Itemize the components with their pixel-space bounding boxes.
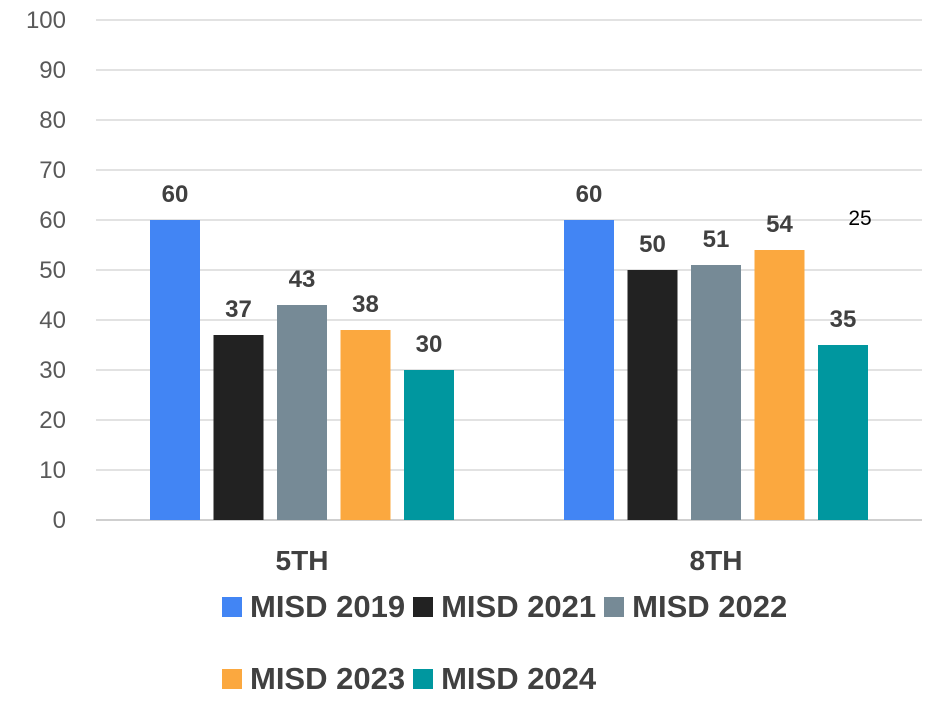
legend-swatch [413, 597, 433, 617]
legend-label: MISD 2021 [441, 589, 596, 625]
bar [564, 220, 614, 520]
bar [404, 370, 454, 520]
legend: MISD 2019 MISD 2021 MISD 2022 MISD 2023 … [222, 582, 922, 726]
bar-chart: 0 10 20 30 40 50 60 70 80 90 100 60 37 43 38 30 60 50 51 5… [0, 0, 930, 578]
data-label: 60 [162, 181, 189, 208]
y-tick-label: 80 [39, 107, 66, 134]
bar [628, 270, 678, 520]
data-label: 37 [225, 296, 252, 323]
data-label: 50 [639, 231, 666, 258]
legend-label: MISD 2023 [250, 661, 405, 697]
y-tick-label: 10 [39, 457, 66, 484]
bar [818, 345, 868, 520]
legend-swatch [413, 669, 433, 689]
legend-item-misd-2021: MISD 2021 [413, 589, 596, 625]
data-label: 43 [289, 266, 316, 293]
legend-label: MISD 2024 [441, 661, 596, 697]
legend-item-misd-2022: MISD 2022 [604, 589, 787, 625]
data-label: 54 [766, 211, 793, 238]
legend-label: MISD 2019 [250, 589, 405, 625]
bar [755, 250, 805, 520]
legend-row: MISD 2019 MISD 2021 MISD 2022 [222, 582, 922, 632]
y-tick-label: 20 [39, 407, 66, 434]
y-tick-label: 50 [39, 257, 66, 284]
bar [277, 305, 327, 520]
y-axis-ticks: 0 10 20 30 40 50 60 70 80 90 100 [26, 7, 66, 534]
y-tick-label: 0 [53, 507, 66, 534]
y-tick-label: 30 [39, 357, 66, 384]
legend-swatch [222, 597, 242, 617]
x-category-label: 8TH [690, 545, 743, 576]
legend-row: MISD 2023 MISD 2024 [222, 654, 922, 704]
y-tick-label: 90 [39, 57, 66, 84]
data-label: 60 [576, 181, 603, 208]
x-axis-categories: 5TH 8TH [276, 545, 743, 576]
annotation: 25 [848, 207, 871, 230]
legend-label: MISD 2022 [632, 589, 787, 625]
data-label: 30 [416, 331, 443, 358]
legend-item-misd-2019: MISD 2019 [222, 589, 405, 625]
data-label: 38 [352, 291, 379, 318]
legend-item-misd-2023: MISD 2023 [222, 661, 405, 697]
data-label: 51 [703, 226, 730, 253]
bar [150, 220, 200, 520]
legend-swatch [604, 597, 624, 617]
legend-swatch [222, 669, 242, 689]
y-tick-label: 100 [26, 7, 66, 34]
y-tick-label: 70 [39, 157, 66, 184]
bar [214, 335, 264, 520]
y-tick-label: 60 [39, 207, 66, 234]
data-label: 35 [830, 306, 857, 333]
bar [341, 330, 391, 520]
y-tick-label: 40 [39, 307, 66, 334]
bar [691, 265, 741, 520]
x-category-label: 5TH [276, 545, 329, 576]
legend-item-misd-2024: MISD 2024 [413, 661, 596, 697]
